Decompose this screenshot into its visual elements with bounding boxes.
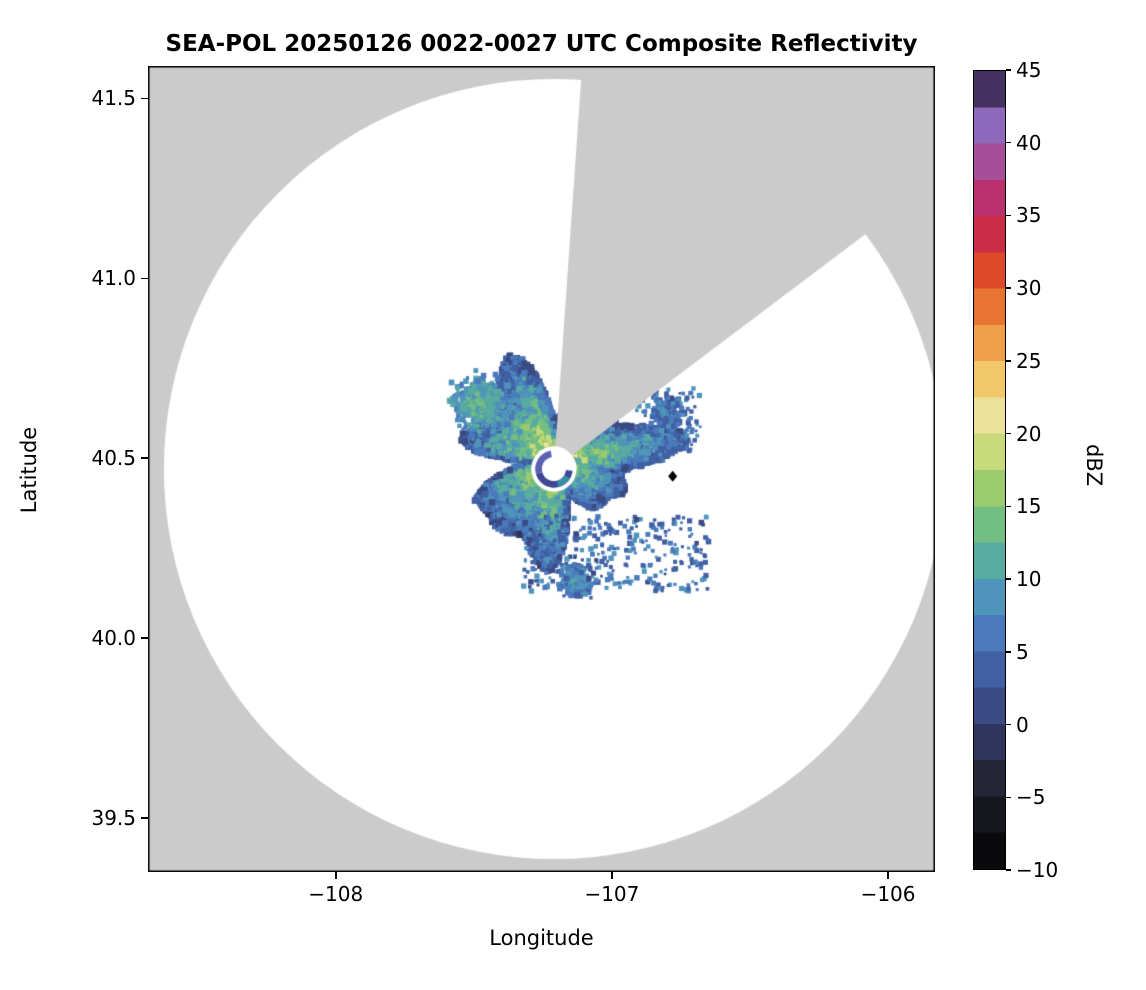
x-tick-label: −108	[308, 882, 364, 906]
chart-title: SEA-POL 20250126 0022-0027 UTC Composite…	[165, 31, 918, 57]
y-tick-label: 41.5	[91, 86, 136, 111]
colorbar-tick-label: 5	[1016, 639, 1029, 664]
colorbar-tick-label: 35	[1016, 203, 1042, 228]
colorbar-tick-label: 0	[1016, 712, 1029, 737]
colorbar-tick-mark	[1006, 578, 1011, 580]
colorbar-tick-mark	[1006, 869, 1011, 871]
y-tick-mark	[141, 457, 148, 459]
colorbar	[973, 70, 1006, 870]
y-tick-label: 39.5	[91, 806, 136, 831]
x-axis-label: Longitude	[489, 926, 594, 950]
colorbar-tick-mark	[1006, 723, 1011, 726]
colorbar-tick-mark	[1006, 214, 1011, 217]
colorbar-tick-label: 40	[1016, 130, 1042, 155]
y-tick-mark	[141, 277, 148, 280]
y-tick-label: 40.0	[91, 626, 136, 651]
y-tick-label: 41.0	[91, 266, 136, 291]
colorbar-tick-mark	[1006, 505, 1011, 508]
colorbar-tick-mark	[1006, 651, 1011, 653]
colorbar-tick-label: 45	[1016, 58, 1042, 82]
x-tick-mark	[887, 872, 889, 879]
colorbar-tick-label: −10	[1016, 858, 1059, 882]
colorbar-tick-label: −5	[1016, 785, 1046, 810]
colorbar-tick-label: 25	[1016, 348, 1042, 373]
colorbar-tick-mark	[1006, 796, 1011, 799]
x-tick-label: −106	[860, 882, 916, 906]
colorbar-label: dBZ	[1082, 444, 1106, 487]
colorbar-tick-mark	[1006, 141, 1011, 144]
y-tick-mark	[141, 637, 148, 639]
colorbar-tick-mark	[1006, 69, 1011, 71]
x-tick-label: −107	[584, 882, 640, 906]
colorbar-tick-label: 20	[1016, 421, 1042, 446]
y-axis-label: Latitude	[17, 426, 41, 514]
colorbar-tick-label: 10	[1016, 567, 1042, 592]
y-tick-mark	[141, 97, 148, 100]
colorbar-tick-mark	[1006, 287, 1011, 289]
y-tick-label: 40.5	[91, 446, 136, 471]
y-tick-mark	[141, 817, 148, 819]
radar-map-canvas	[148, 66, 935, 872]
x-tick-mark	[611, 872, 613, 879]
colorbar-tick-label: 30	[1016, 276, 1042, 301]
colorbar-tick-mark	[1006, 360, 1011, 362]
colorbar-tick-label: 15	[1016, 494, 1042, 519]
colorbar-tick-mark	[1006, 432, 1011, 435]
x-tick-mark	[335, 872, 337, 879]
